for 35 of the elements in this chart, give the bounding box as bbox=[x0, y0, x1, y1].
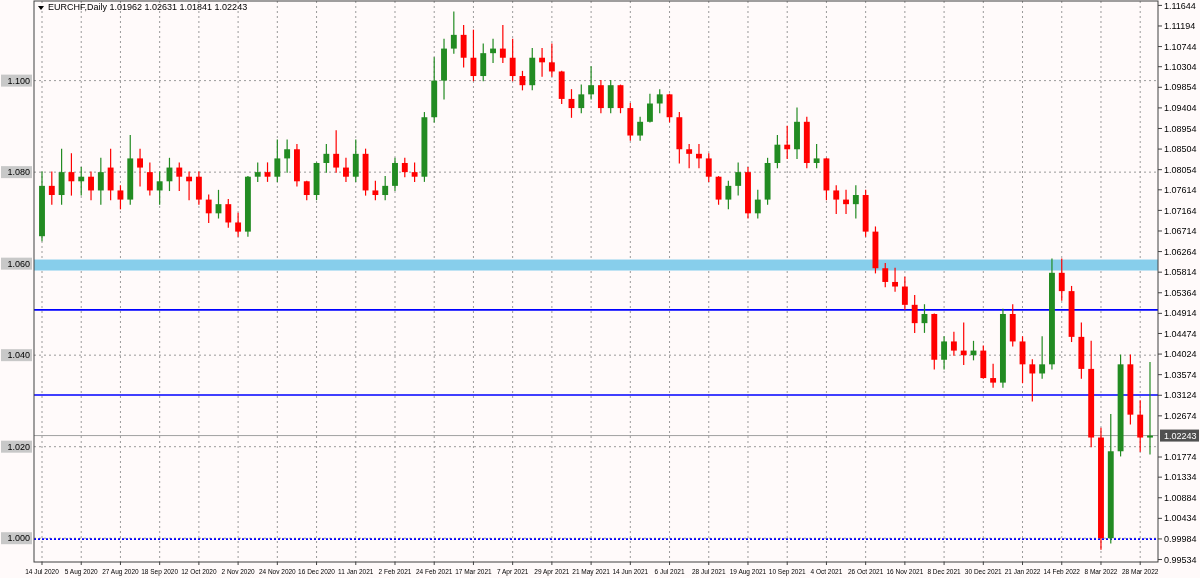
y2-tick-label: 1.04914 bbox=[1164, 308, 1197, 319]
y2-tick-label: 1.00434 bbox=[1164, 513, 1197, 524]
y2-tick-label: 1.08954 bbox=[1164, 123, 1197, 134]
y2-tick-label: 1.00884 bbox=[1164, 492, 1197, 503]
y-tick-label: 1.100 bbox=[7, 75, 30, 86]
y2-tick-label: 1.02674 bbox=[1164, 411, 1197, 421]
y2-tick-label: 1.07164 bbox=[1164, 205, 1197, 216]
chart-title: EURCHF,Daily 1.01962 1.02631 1.01841 1.02243 bbox=[48, 2, 248, 12]
y2-tick-label: 1.04474 bbox=[1164, 328, 1197, 339]
y-tick-label: 1.020 bbox=[7, 441, 30, 452]
y2-tick-label: 1.04024 bbox=[1164, 349, 1197, 360]
y2-tick-label: 1.08054 bbox=[1164, 164, 1197, 175]
y2-tick-label: 1.01334 bbox=[1164, 472, 1197, 483]
y2-tick-label: 1.10304 bbox=[1164, 61, 1197, 72]
y2-tick-label: 0.99984 bbox=[1164, 534, 1197, 545]
y2-tick-label: 1.05364 bbox=[1164, 287, 1197, 298]
y2-tick-label: 1.11194 bbox=[1164, 21, 1196, 32]
y2-tick-label: 0.99534 bbox=[1164, 554, 1197, 565]
y-tick-label: 1.000 bbox=[7, 533, 30, 544]
ref-line-label: 1.02243 bbox=[1164, 430, 1197, 441]
y2-tick-label: 1.01774 bbox=[1164, 452, 1197, 463]
y2-tick-label: 1.08504 bbox=[1164, 144, 1197, 155]
y-tick-label: 1.040 bbox=[7, 350, 30, 361]
y2-tick-label: 1.07614 bbox=[1164, 184, 1197, 195]
y2-tick-label: 1.11644 bbox=[1164, 0, 1196, 11]
y2-tick-label: 1.09404 bbox=[1164, 103, 1197, 114]
y2-tick-label: 1.03124 bbox=[1164, 390, 1197, 401]
y2-tick-label: 1.05814 bbox=[1164, 267, 1197, 278]
y2-tick-label: 1.06264 bbox=[1164, 246, 1197, 257]
y-tick-label: 1.080 bbox=[7, 167, 30, 178]
y2-tick-label: 1.09854 bbox=[1164, 82, 1197, 93]
y2-tick-label: 1.06714 bbox=[1164, 226, 1197, 237]
y2-tick-label: 1.10744 bbox=[1164, 41, 1197, 52]
y2-tick-label: 1.03574 bbox=[1164, 369, 1197, 380]
y-tick-label: 1.060 bbox=[7, 258, 30, 269]
